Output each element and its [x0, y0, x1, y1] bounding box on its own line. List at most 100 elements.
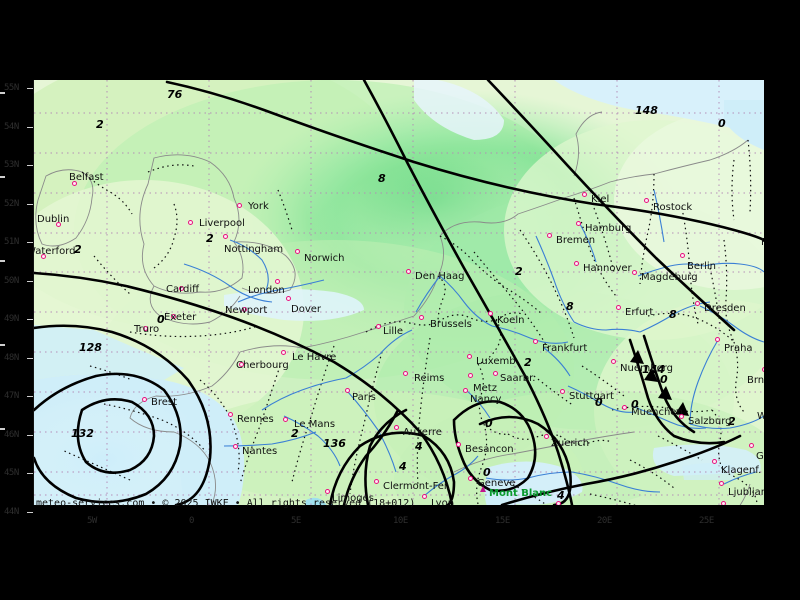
- city-marker[interactable]: [41, 254, 46, 259]
- city-marker[interactable]: [762, 367, 764, 372]
- city-label: Liverpool: [199, 218, 245, 229]
- city-label: York: [248, 201, 269, 212]
- city-marker[interactable]: [283, 417, 288, 422]
- city-marker[interactable]: [680, 253, 685, 258]
- city-marker[interactable]: [456, 442, 461, 447]
- city-label: Clermont-Fer.: [383, 481, 451, 492]
- city-marker[interactable]: [394, 425, 399, 430]
- city-label: London: [248, 285, 285, 296]
- city-marker[interactable]: [749, 443, 754, 448]
- longitude-tick-label: 10E: [393, 516, 408, 526]
- city-label: Pila: [761, 238, 764, 248]
- latitude-tick: [27, 165, 33, 166]
- isoline-value-label: 76: [167, 88, 183, 101]
- latitude-tick: [27, 88, 33, 89]
- city-marker[interactable]: [644, 198, 649, 203]
- city-marker[interactable]: [467, 354, 472, 359]
- city-marker[interactable]: [237, 203, 242, 208]
- city-label: Klagenf.: [721, 465, 762, 476]
- city-marker[interactable]: [574, 261, 579, 266]
- city-label: Magdeburg: [641, 272, 698, 283]
- city-marker[interactable]: [560, 389, 565, 394]
- city-label: Le Mans: [294, 419, 336, 430]
- city-marker[interactable]: [56, 222, 61, 227]
- city-marker[interactable]: [533, 339, 538, 344]
- city-marker[interactable]: [286, 296, 291, 301]
- isoline-value-label: 148: [635, 104, 658, 117]
- city-marker[interactable]: [223, 234, 228, 239]
- latitude-tick: [27, 242, 33, 243]
- city-marker[interactable]: [345, 388, 350, 393]
- latitude-tick: [27, 203, 33, 205]
- city-marker[interactable]: [419, 315, 424, 320]
- isoline-value-label: 2: [96, 118, 104, 131]
- city-marker[interactable]: [325, 489, 330, 494]
- axis-edge-tick: [0, 344, 5, 346]
- city-marker[interactable]: [171, 314, 176, 319]
- city-label: Saarbr.: [500, 373, 536, 384]
- city-marker[interactable]: [142, 397, 147, 402]
- isoline-value-label: 2: [206, 232, 214, 245]
- city-label: Cherbourg: [236, 360, 289, 371]
- latitude-tick: [27, 319, 33, 320]
- city-label: Stuttgart: [569, 391, 614, 402]
- city-marker[interactable]: [374, 479, 379, 484]
- city-marker[interactable]: [679, 414, 684, 419]
- city-marker[interactable]: [179, 286, 184, 291]
- city-marker[interactable]: [715, 337, 720, 342]
- axis-edge-tick: [0, 176, 5, 178]
- city-marker[interactable]: [228, 412, 233, 417]
- city-marker[interactable]: [242, 307, 247, 312]
- city-marker[interactable]: [721, 501, 726, 505]
- isoline-value-label: 0: [595, 396, 603, 409]
- city-marker[interactable]: [72, 181, 77, 186]
- latitude-tick-label: 48N: [4, 352, 19, 363]
- isoline-value-label: 128: [79, 341, 102, 354]
- city-marker[interactable]: [576, 221, 581, 226]
- weather-map-canvas[interactable]: 76 148 128 132 136 144 2 2 2 8 2 8 8 0 2 2 4 4 0 0 4 0 0 0 0 2 Be…: [33, 80, 764, 505]
- city-label: Rennes: [237, 414, 274, 425]
- city-marker[interactable]: [275, 279, 280, 284]
- city-marker[interactable]: [281, 350, 286, 355]
- copyright-credit: meteo-services.com • © 2025 IWKF • All r…: [36, 498, 416, 509]
- city-marker[interactable]: [143, 326, 148, 331]
- city-label: Metz: [473, 383, 497, 394]
- isoline-value-label: 2: [515, 265, 523, 278]
- isoline-value-label: 2: [74, 243, 82, 256]
- city-marker[interactable]: [488, 311, 493, 316]
- isoline-value-label: 8: [566, 300, 574, 313]
- city-marker[interactable]: [295, 249, 300, 254]
- isoline-value-label: 8: [669, 308, 677, 321]
- city-marker[interactable]: [239, 362, 244, 367]
- city-marker[interactable]: [188, 220, 193, 225]
- city-label: Belfast: [69, 172, 104, 183]
- city-marker[interactable]: [376, 324, 381, 329]
- city-marker[interactable]: [422, 494, 427, 499]
- city-label: Limoges: [332, 493, 374, 504]
- city-marker[interactable]: [632, 270, 637, 275]
- city-marker[interactable]: [611, 359, 616, 364]
- city-marker[interactable]: [406, 269, 411, 274]
- city-marker[interactable]: [622, 405, 627, 410]
- longitude-tick-label: 20E: [597, 516, 612, 526]
- city-marker[interactable]: [556, 501, 561, 505]
- city-marker[interactable]: [695, 301, 700, 306]
- city-marker[interactable]: [547, 233, 552, 238]
- city-marker[interactable]: [582, 192, 587, 197]
- city-marker[interactable]: [712, 459, 717, 464]
- city-marker[interactable]: [463, 388, 468, 393]
- city-marker[interactable]: [616, 305, 621, 310]
- city-marker[interactable]: [493, 371, 498, 376]
- city-marker[interactable]: [544, 434, 549, 439]
- isoline-value-label: 8: [378, 172, 386, 185]
- city-marker[interactable]: [233, 444, 238, 449]
- isoline-value-label: 4: [415, 440, 423, 453]
- city-marker[interactable]: [403, 371, 408, 376]
- city-label: Den Haag: [415, 271, 465, 282]
- latitude-tick-label: 49N: [4, 314, 19, 324]
- city-marker[interactable]: [468, 373, 473, 378]
- city-marker[interactable]: [719, 481, 724, 486]
- city-marker[interactable]: [468, 476, 473, 481]
- isoline-value-label: 132: [71, 427, 94, 440]
- city-label: Lyon: [431, 498, 455, 506]
